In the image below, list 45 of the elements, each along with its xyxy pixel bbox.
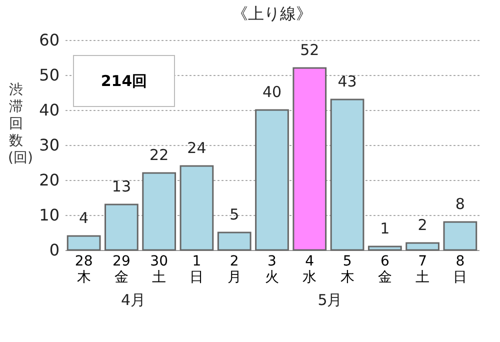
bar [255, 109, 289, 251]
bar [217, 232, 252, 251]
data-label: 13 [112, 178, 131, 196]
x-tick-label: 1 日 [190, 254, 204, 286]
x-tick-label: 29 金 [112, 254, 130, 286]
data-label: 4 [79, 209, 89, 227]
x-tick-label: 6 金 [378, 254, 392, 286]
data-label: 43 [338, 72, 357, 90]
x-tick-label: 4 水 [302, 254, 317, 286]
y-tick-label: 20 [39, 170, 60, 190]
bar [104, 204, 138, 251]
x-tick-label: 30 土 [150, 254, 168, 286]
y-tick-label: 60 [39, 30, 60, 50]
bar [330, 98, 364, 251]
text: 4月 [121, 291, 146, 309]
bar [443, 221, 478, 251]
data-label: 8 [455, 195, 465, 213]
x-tick-label: 3 火 [265, 254, 279, 286]
bar [406, 242, 440, 251]
y-tick-label: 0 [49, 240, 60, 260]
text-box: 214回 [73, 55, 175, 107]
data-label: 5 [230, 206, 240, 224]
x-tick-label: 7 土 [416, 254, 430, 286]
bar [66, 235, 101, 251]
bar [142, 172, 176, 251]
data-label: 52 [300, 41, 320, 59]
bar [292, 67, 327, 251]
x-tick-label: 5 木 [340, 254, 354, 286]
y-tick-label: 40 [39, 100, 60, 120]
bar [180, 165, 214, 251]
x-tick-label: 2 月 [227, 254, 242, 286]
data-label: 40 [262, 83, 282, 101]
data-label: 22 [150, 146, 169, 164]
y-tick-label: 30 [39, 136, 60, 154]
data-label: 2 [418, 216, 428, 234]
data-label: 1 [380, 220, 390, 238]
y-axis-title: 渋滞回数(回) [8, 82, 33, 167]
bar [368, 246, 402, 251]
chart-title: 《上り線》 [232, 4, 312, 23]
y-tick-label: 10 [39, 206, 60, 224]
text: 5月 [318, 291, 342, 309]
data-label: 24 [187, 139, 206, 157]
y-tick-label: 50 [39, 66, 60, 84]
x-tick-label: 8 日 [453, 254, 468, 286]
x-tick-label: 28 木 [74, 254, 93, 286]
